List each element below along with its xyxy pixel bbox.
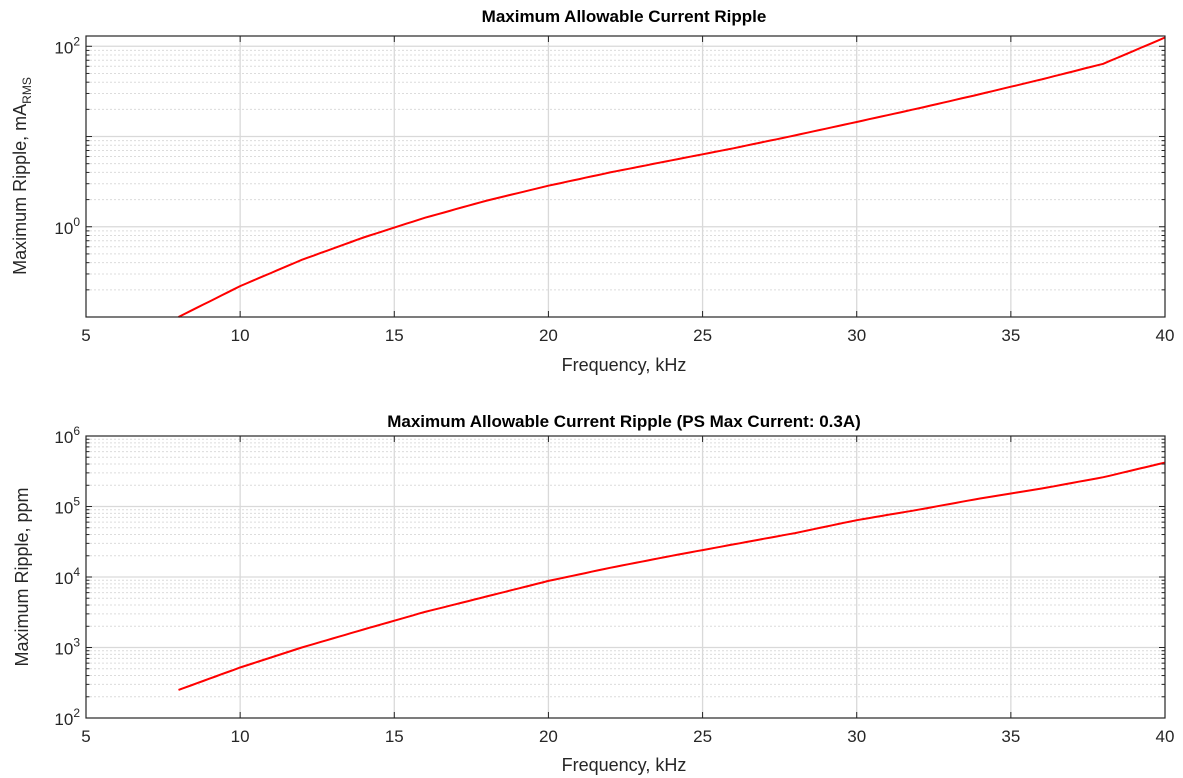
y-tick-exponent: 3: [73, 636, 80, 650]
y-tick-exponent: 2: [73, 706, 80, 720]
axes-frame: [85, 35, 1166, 318]
x-tick-label: 40: [1156, 326, 1175, 345]
series-line: [178, 461, 1166, 691]
y-tick-label: 105: [54, 495, 80, 518]
y-tick-exponent: 5: [73, 495, 80, 509]
x-tick-label: 30: [847, 727, 866, 746]
y-tick-base: 10: [54, 219, 73, 238]
x-axis-label: Frequency, kHz: [562, 355, 687, 375]
top-chart: Maximum Allowable Current Ripple 5 10 15 20…: [10, 7, 1174, 375]
y-tick-base: 10: [54, 499, 73, 518]
y-tick-base: 10: [54, 640, 73, 659]
plot-area-border: [85, 35, 1166, 318]
y-tick-exponent: 6: [73, 424, 80, 438]
bottom-chart: Maximum Allowable Current Ripple (PS Max…: [12, 412, 1174, 775]
y-axis-label: Maximum Ripple, ppm: [12, 487, 32, 666]
y-tick-label: 106: [54, 424, 80, 447]
y-tick-label: 103: [54, 636, 80, 659]
y-tick-exponent: 2: [73, 34, 80, 48]
grid: [86, 436, 1165, 718]
x-axis-label: Frequency, kHz: [562, 755, 687, 775]
y-tick-label: 104: [54, 565, 80, 588]
y-axis-label-subscript: RMS: [20, 77, 34, 104]
grid: [86, 36, 1165, 317]
series-line: [178, 36, 1166, 318]
y-axis-label-main: Maximum Ripple, mA: [10, 104, 30, 275]
series-lines: [178, 36, 1166, 318]
y-axis-label: Maximum Ripple, mARMS: [10, 77, 34, 275]
y-tick-base: 10: [54, 569, 73, 588]
y-tick-label: 100: [54, 215, 80, 238]
x-tick-label: 20: [539, 326, 558, 345]
x-tick-label: 30: [847, 326, 866, 345]
x-tick-label: 10: [231, 727, 250, 746]
x-tick-label: 15: [385, 326, 404, 345]
y-tick-exponent: 0: [73, 215, 80, 229]
x-tick-label: 5: [81, 326, 90, 345]
x-tick-label: 40: [1156, 727, 1175, 746]
y-tick-label: 102: [54, 706, 80, 729]
y-tick-base: 10: [54, 38, 73, 57]
x-tick-label: 5: [81, 727, 90, 746]
x-tick-labels: 5 10 15 20 25 30 35 40: [81, 727, 1174, 746]
x-tick-label: 15: [385, 727, 404, 746]
axes-frame: [85, 435, 1166, 719]
x-tick-label: 35: [1001, 326, 1020, 345]
series-lines: [178, 461, 1166, 691]
x-tick-labels: 5 10 15 20 25 30 35 40: [81, 326, 1174, 345]
x-tick-label: 25: [693, 326, 712, 345]
x-tick-label: 20: [539, 727, 558, 746]
y-tick-label: 102: [54, 34, 80, 57]
chart-title: Maximum Allowable Current Ripple (PS Max…: [387, 412, 861, 431]
x-tick-label: 25: [693, 727, 712, 746]
y-tick-exponent: 4: [73, 565, 80, 579]
x-tick-label: 35: [1001, 727, 1020, 746]
y-tick-base: 10: [54, 428, 73, 447]
chart-title: Maximum Allowable Current Ripple: [482, 7, 767, 26]
x-tick-label: 10: [231, 326, 250, 345]
y-tick-base: 10: [54, 710, 73, 729]
